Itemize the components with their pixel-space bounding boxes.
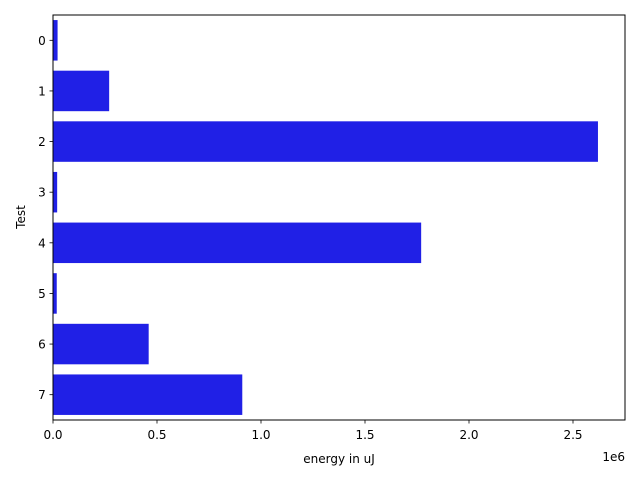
y-tick-label: 7 — [38, 388, 46, 402]
bar-test-6 — [53, 323, 149, 365]
y-tick-label: 6 — [38, 338, 46, 352]
y-tick-label: 4 — [38, 236, 46, 250]
y-tick-label: 3 — [38, 186, 46, 200]
y-tick-label: 5 — [38, 287, 46, 301]
bar-test-7 — [53, 374, 243, 415]
y-ticks-group: 0 1 2 3 4 5 6 7 — [38, 34, 53, 402]
y-tick-label: 1 — [38, 84, 46, 98]
bar-test-3 — [53, 171, 58, 213]
bar-test-4 — [53, 222, 422, 264]
x-ticks-group: 0.0 0.5 1.0 1.5 2.0 2.5 — [43, 420, 583, 442]
plot-frame — [52, 14, 626, 421]
y-tick-label: 2 — [38, 135, 46, 149]
x-tick-label: 2.0 — [459, 428, 478, 442]
x-offset-text: 1e6 — [602, 450, 625, 464]
bars-group — [53, 20, 598, 415]
bar-test-0 — [53, 20, 58, 61]
x-axis-label: energy in uJ — [303, 452, 375, 466]
y-tick-label: 0 — [38, 34, 46, 48]
x-tick-label: 1.5 — [355, 428, 374, 442]
x-tick-label: 0.0 — [43, 428, 62, 442]
x-tick-label: 0.5 — [147, 428, 166, 442]
x-tick-label: 1.0 — [251, 428, 270, 442]
x-tick-label: 2.5 — [563, 428, 582, 442]
y-axis-label: Test — [14, 205, 28, 230]
bar-test-2 — [53, 121, 598, 162]
bar-test-1 — [53, 70, 110, 112]
bar-test-5 — [53, 273, 57, 314]
